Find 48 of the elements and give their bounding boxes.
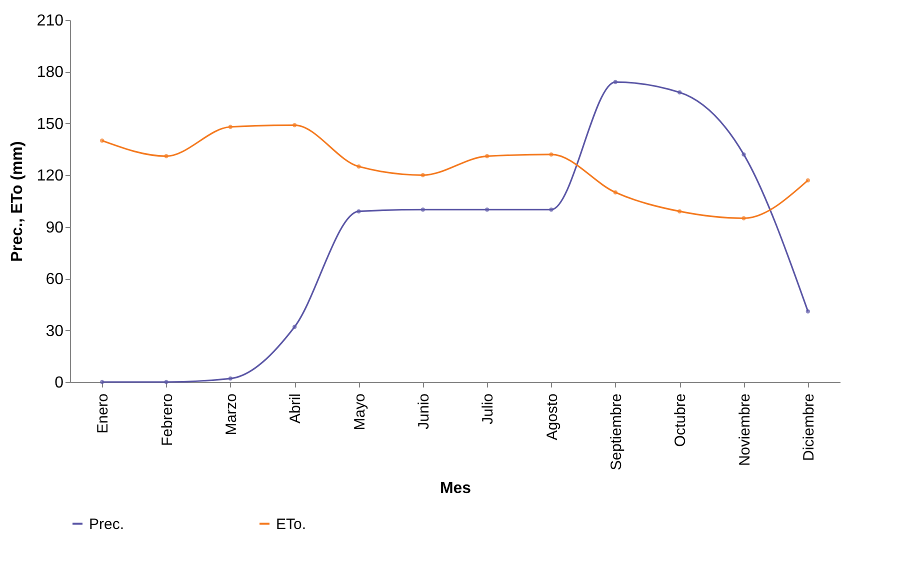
point [292, 123, 297, 128]
y-tick-label: 0 [54, 374, 64, 392]
point [420, 173, 426, 178]
point [100, 380, 104, 384]
point [677, 209, 682, 214]
point [356, 209, 361, 214]
point [677, 90, 682, 95]
x-tick-label: Febrero [158, 394, 176, 446]
x-tick-label: Enero [94, 394, 112, 434]
point [164, 380, 168, 384]
point [228, 376, 233, 381]
legend-label: ETo. [276, 516, 306, 533]
x-tick-label: Abril [287, 394, 304, 424]
x-tick-label: Julio [480, 394, 497, 424]
y-axis-title: Prec., ETo (mm) [8, 141, 26, 262]
y-tick-label: 30 [46, 322, 64, 340]
point [549, 208, 554, 212]
x-tick-label: Marzo [222, 394, 240, 436]
point [292, 324, 297, 329]
point [806, 309, 810, 314]
point [742, 216, 746, 220]
x-tick-label: Septiembre [608, 394, 625, 470]
point [420, 208, 426, 212]
point [228, 124, 233, 129]
point [356, 164, 361, 169]
x-tick-label: Agosto [544, 394, 561, 440]
y-tick-label: 90 [46, 219, 64, 236]
y-tick-label: 150 [36, 116, 64, 133]
x-tick-label: Diciembre [800, 394, 818, 462]
point [484, 154, 490, 158]
point [484, 208, 490, 212]
x-tick-label: Noviembre [736, 394, 754, 466]
y-tick-label: 180 [36, 64, 64, 82]
x-tick-label: Mayo [351, 394, 368, 430]
point [100, 138, 104, 143]
legend-label: Prec. [89, 516, 124, 533]
point [806, 178, 810, 182]
point [742, 152, 746, 157]
x-tick-label: Octubre [672, 394, 690, 447]
point [613, 80, 618, 84]
x-tick-label: Junio [415, 394, 432, 430]
y-tick-label: 210 [36, 12, 64, 30]
x-axis-title: Mes [440, 480, 472, 498]
point [549, 152, 554, 157]
point [613, 190, 618, 194]
y-tick-label: 120 [36, 168, 64, 185]
point [164, 154, 168, 158]
y-tick-label: 60 [46, 271, 64, 288]
